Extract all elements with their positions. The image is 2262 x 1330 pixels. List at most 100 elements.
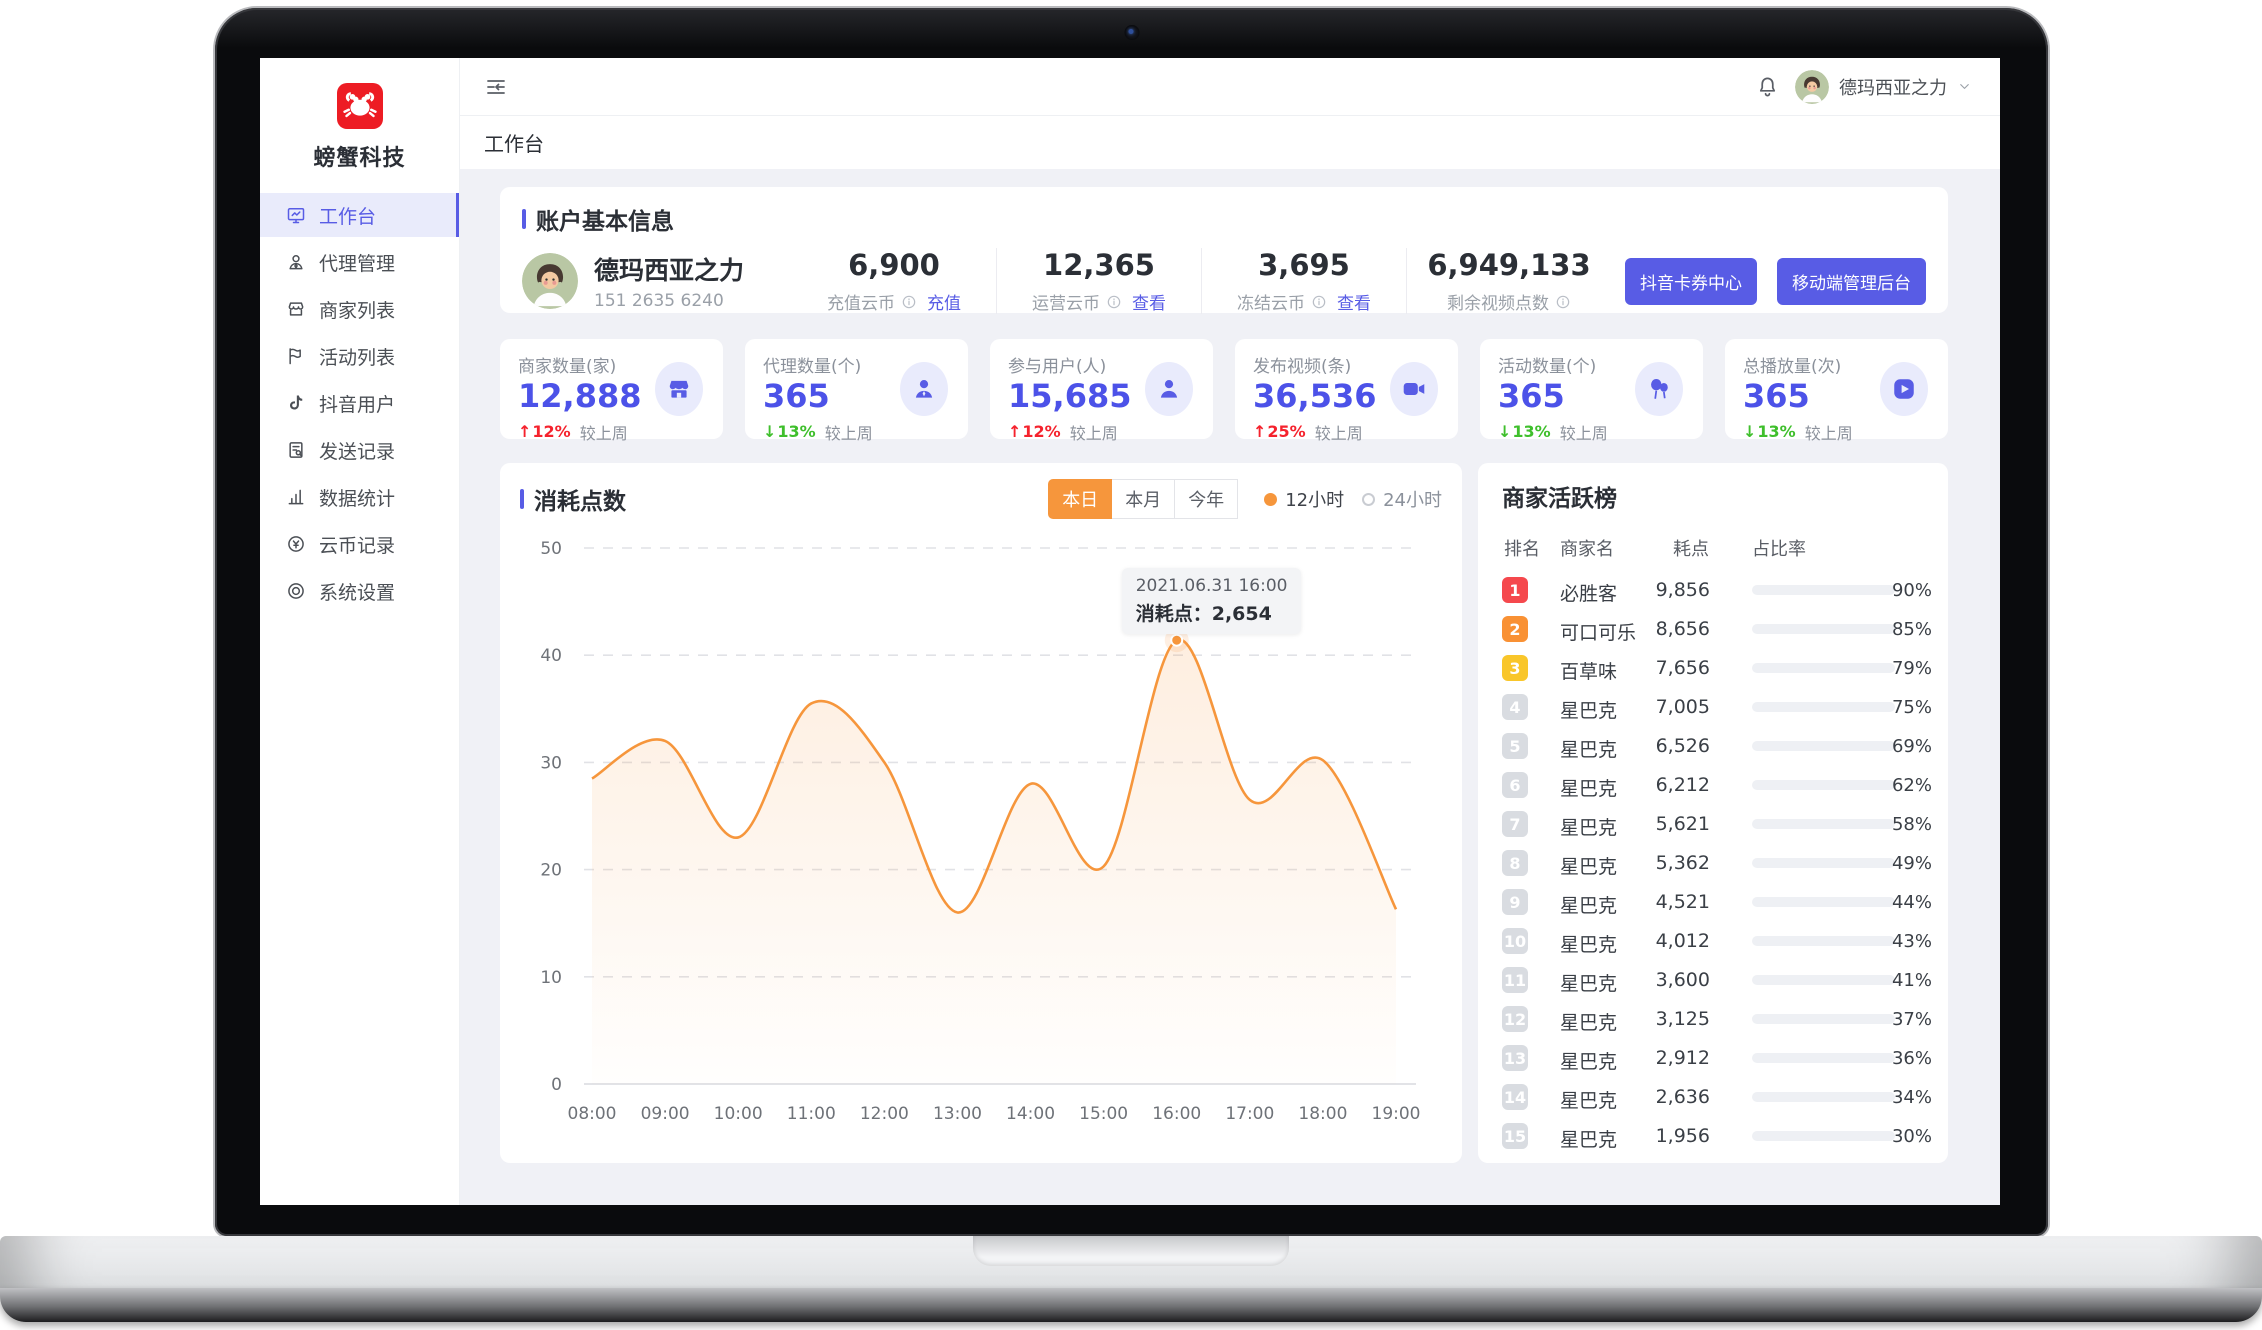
sidebar-item[interactable]: 活动列表 xyxy=(260,334,459,378)
merchant-name: 星巴克 xyxy=(1560,1129,1618,1151)
merchant-points: 3,125 xyxy=(1655,1008,1710,1030)
ranking-row: 1 必胜客 9,856 90% xyxy=(1502,571,1932,610)
ranking-row: 6 星巴克 6,212 62% xyxy=(1502,766,1932,805)
sidebar-item[interactable]: 数据统计 xyxy=(260,475,459,519)
merchant-name: 可口可乐 xyxy=(1560,622,1637,644)
ratio-percent: 69% xyxy=(1891,736,1932,757)
stat-card-row: 商家数量(家) 12,888 12% 较上周 代理数量(个) 365 xyxy=(500,339,1948,443)
svg-text:15:00: 15:00 xyxy=(1079,1104,1128,1124)
sidebar-menu: 工作台 代理管理 商家列表 活动列表 xyxy=(260,193,459,613)
ratio-percent: 30% xyxy=(1891,1126,1932,1147)
douyin-coupon-center-button[interactable]: 抖音卡券中心 xyxy=(1625,257,1757,305)
ranking-row: 14 星巴克 2,636 34% xyxy=(1502,1078,1932,1117)
stat-card-icon xyxy=(1635,362,1683,416)
rank-badge: 15 xyxy=(1502,1123,1528,1149)
notification-bell-icon[interactable] xyxy=(1756,75,1779,98)
sidebar-item[interactable]: 云币记录 xyxy=(260,522,459,566)
stat-card-value: 365 xyxy=(1498,377,1565,415)
sidebar-item-icon xyxy=(286,299,306,319)
sidebar-item[interactable]: 系统设置 xyxy=(260,569,459,613)
account-stat-link[interactable]: 查看 xyxy=(1337,294,1371,314)
ranking-row: 10 星巴克 4,012 43% xyxy=(1502,922,1932,961)
webcam-icon xyxy=(1124,25,1139,40)
ratio-bar-track xyxy=(1752,975,1895,985)
tooltip-time: 2021.06.31 16:00 xyxy=(1135,576,1288,597)
account-stat: 6,949,133 剩余视频点数 xyxy=(1406,248,1611,314)
stat-card-icon xyxy=(1390,362,1438,416)
ranking-row: 3 百草味 7,656 79% xyxy=(1502,649,1932,688)
merchant-name: 百草味 xyxy=(1560,661,1618,683)
account-stat-value: 3,695 xyxy=(1258,248,1350,282)
interval-radio[interactable]: 12小时 xyxy=(1264,486,1344,512)
laptop-screen: 螃蟹科技 工作台 代理管理 商家列表 xyxy=(215,8,2048,1236)
ranking-row: 8 星巴克 5,362 49% xyxy=(1502,844,1932,883)
account-stat-label: 剩余视频点数 xyxy=(1407,289,1611,314)
ratio-percent: 58% xyxy=(1891,814,1932,835)
ratio-percent: 34% xyxy=(1891,1087,1932,1108)
sidebar-item[interactable]: 代理管理 xyxy=(260,240,459,284)
rank-badge: 4 xyxy=(1502,694,1528,720)
stat-card-value: 15,685 xyxy=(1008,377,1132,415)
account-stat-link[interactable]: 查看 xyxy=(1132,294,1166,314)
rank-badge: 9 xyxy=(1502,889,1528,915)
sidebar-item-label: 商家列表 xyxy=(319,299,396,322)
merchant-name: 星巴克 xyxy=(1560,778,1618,800)
ratio-percent: 79% xyxy=(1891,658,1932,679)
chart-period-tab[interactable]: 今年 xyxy=(1174,479,1239,519)
ratio-percent: 43% xyxy=(1891,931,1932,952)
radio-dot-icon xyxy=(1362,492,1376,506)
account-stat-value: 12,365 xyxy=(1043,248,1155,282)
merchant-points: 8,656 xyxy=(1655,618,1710,640)
ratio-bar-track xyxy=(1752,663,1895,673)
svg-text:17:00: 17:00 xyxy=(1225,1104,1274,1124)
merchant-name: 星巴克 xyxy=(1560,973,1618,995)
merchant-points: 6,526 xyxy=(1655,735,1710,757)
chart-period-tab[interactable]: 本月 xyxy=(1111,479,1176,519)
info-icon xyxy=(1106,294,1122,310)
svg-text:14:00: 14:00 xyxy=(1006,1104,1055,1124)
merchant-name: 星巴克 xyxy=(1560,1051,1618,1073)
sidebar-item-icon xyxy=(286,393,306,413)
sidebar-item[interactable]: 工作台 xyxy=(260,193,459,237)
svg-text:13:00: 13:00 xyxy=(933,1104,982,1124)
account-stat-link[interactable]: 充值 xyxy=(927,294,961,314)
account-avatar xyxy=(522,253,578,309)
stat-card-value: 365 xyxy=(763,377,830,415)
sidebar-item[interactable]: 发送记录 xyxy=(260,428,459,472)
sidebar-item[interactable]: 商家列表 xyxy=(260,287,459,331)
stat-card-icon xyxy=(900,362,948,416)
account-stat: 3,695 冻结云币 查看 xyxy=(1201,248,1406,314)
info-icon xyxy=(1555,294,1571,310)
sidebar-item-label: 数据统计 xyxy=(319,487,396,510)
delta-percent: 13% xyxy=(1743,422,1795,441)
merchant-name: 星巴克 xyxy=(1560,817,1618,839)
svg-text:16:00: 16:00 xyxy=(1152,1104,1201,1124)
stat-card-delta: 12% 较上周 xyxy=(1008,420,1195,444)
sidebar-item-icon xyxy=(286,487,306,507)
chart-period-tab[interactable]: 本日 xyxy=(1048,479,1113,519)
brand-block: 螃蟹科技 xyxy=(260,58,459,172)
svg-text:12:00: 12:00 xyxy=(860,1104,909,1124)
laptop-base-edge xyxy=(0,1288,2262,1322)
sidebar: 螃蟹科技 工作台 代理管理 商家列表 xyxy=(260,58,460,1205)
sidebar-item-icon xyxy=(286,534,306,554)
stat-card-delta: 13% 较上周 xyxy=(1498,420,1685,444)
ratio-percent: 41% xyxy=(1891,970,1932,991)
collapse-sidebar-icon[interactable] xyxy=(484,75,508,99)
ranking-title: 商家活跃榜 xyxy=(1502,486,1617,512)
mobile-admin-button[interactable]: 移动端管理后台 xyxy=(1777,257,1926,305)
svg-text:0: 0 xyxy=(551,1075,562,1095)
col-points: 耗点 xyxy=(1673,539,1709,560)
svg-text:40: 40 xyxy=(540,646,562,666)
rank-badge: 12 xyxy=(1502,1006,1528,1032)
merchant-points: 5,362 xyxy=(1655,852,1710,874)
chevron-down-icon xyxy=(1957,79,1972,94)
user-name: 德玛西亚之力 xyxy=(1839,77,1947,99)
sidebar-item[interactable]: 抖音用户 xyxy=(260,381,459,425)
delta-percent: 25% xyxy=(1253,422,1305,441)
merchant-points: 2,912 xyxy=(1655,1047,1710,1069)
user-menu[interactable]: 德玛西亚之力 xyxy=(1795,69,1972,104)
stat-card-delta: 25% 较上周 xyxy=(1253,420,1440,444)
interval-radio[interactable]: 24小时 xyxy=(1362,486,1442,512)
delta-percent: 13% xyxy=(763,422,815,441)
